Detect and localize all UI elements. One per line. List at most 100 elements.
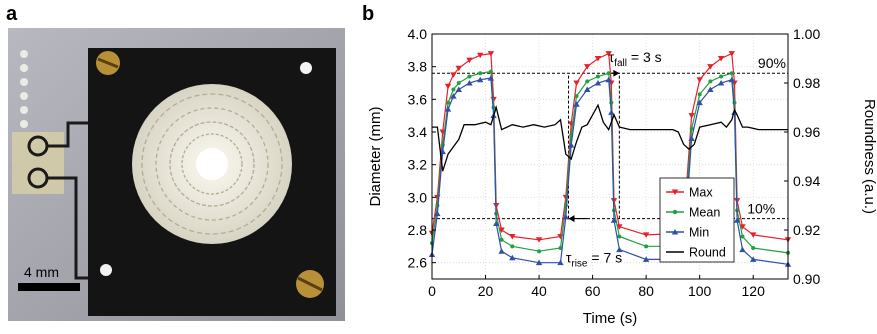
- x-tick-label: 120: [742, 283, 766, 299]
- point-min: [594, 80, 602, 86]
- threshold-label: 10%: [747, 201, 775, 217]
- point-min: [567, 142, 575, 148]
- point-max: [455, 65, 462, 72]
- point-min: [750, 256, 757, 262]
- point-min: [739, 246, 746, 253]
- legend: Max Mean Min Round: [659, 177, 735, 263]
- point-mean: [574, 94, 579, 99]
- point-min: [696, 99, 703, 106]
- point-mean: [558, 245, 563, 250]
- legend-label-min: Min: [689, 226, 709, 240]
- point-min: [535, 259, 543, 266]
- point-max: [498, 227, 505, 233]
- x-tick-label: 100: [688, 283, 712, 299]
- y-right-tick-label: 0.90: [793, 271, 820, 287]
- point-mean: [451, 87, 456, 92]
- y-left-tick-label: 4.0: [408, 26, 428, 42]
- x-tick-label: 0: [428, 283, 436, 299]
- y-right-tick-label: 0.94: [793, 173, 820, 189]
- brass-screw-bottom: [296, 270, 324, 298]
- y-left-tick-label: 2.8: [408, 222, 428, 238]
- point-mean: [488, 69, 493, 74]
- y-left-tick-label: 3.0: [408, 189, 428, 205]
- point-mean: [751, 245, 756, 250]
- point-min: [608, 109, 615, 115]
- point-mean: [499, 237, 504, 242]
- point-mean: [510, 244, 515, 249]
- point-min: [444, 106, 452, 112]
- tick-labels: 0 20 40 60 80 100 120 2.6 2.8 3.0 3.2 3.4 3.6 3.8 4.0 0…: [408, 26, 821, 299]
- y-left-tick-label: 2.6: [408, 255, 428, 271]
- annotation-labels: 90% 10% τfall = 3 s τrise = 7 s: [566, 49, 786, 270]
- point-min: [707, 86, 714, 93]
- point-mean: [467, 74, 472, 79]
- plot-frame: [431, 33, 789, 280]
- point-mean: [585, 79, 590, 84]
- y-axis-right-label: Roundness (a.u.): [861, 99, 877, 214]
- x-axis-label: Time (s): [583, 310, 637, 327]
- y-left-tick-label: 3.6: [408, 91, 428, 107]
- point-max: [444, 83, 452, 90]
- point-mean: [689, 126, 694, 131]
- center-hole: [196, 148, 228, 180]
- y-right-tick-label: 0.92: [793, 222, 820, 238]
- point-mean: [606, 71, 611, 76]
- point-min: [498, 248, 505, 254]
- point-mean: [740, 234, 745, 239]
- point-min: [584, 86, 591, 93]
- connector-pad: [12, 132, 64, 194]
- y-left-tick-label: 3.2: [408, 157, 428, 173]
- point-max: [688, 113, 695, 119]
- edge-beads: [20, 50, 28, 128]
- point-mean: [719, 74, 724, 79]
- point-min: [466, 80, 473, 86]
- x-tick-label: 40: [531, 283, 547, 299]
- point-max: [594, 56, 602, 62]
- point-max: [450, 72, 457, 78]
- point-min: [717, 80, 725, 86]
- point-mean: [446, 100, 451, 105]
- arrow-head: [613, 69, 620, 77]
- point-max: [466, 57, 473, 64]
- series-round: [432, 103, 788, 172]
- point-min: [573, 101, 580, 107]
- legend-marker-min: [671, 229, 679, 235]
- point-max: [605, 51, 612, 57]
- legend-marker-mean: [672, 209, 678, 215]
- point-max: [696, 77, 703, 83]
- point-min: [733, 217, 741, 223]
- serpentine-electrodes: [141, 93, 283, 235]
- y-right-tick-label: 0.96: [793, 124, 820, 140]
- point-mean: [456, 81, 461, 85]
- legend-label-mean: Mean: [689, 206, 720, 220]
- point-max: [584, 64, 591, 70]
- point-max: [573, 80, 580, 86]
- device-photo: 4 mm: [8, 28, 345, 321]
- point-min: [642, 256, 650, 262]
- point-min: [728, 76, 735, 83]
- tau-annotation: τfall = 3 s: [609, 49, 662, 69]
- point-max: [728, 51, 735, 57]
- legend-marker-max: [671, 189, 679, 195]
- point-min: [688, 135, 695, 142]
- point-min: [610, 217, 618, 223]
- point-max: [739, 224, 746, 230]
- scale-bar-label: 4 mm: [24, 264, 59, 280]
- point-mean: [617, 234, 622, 239]
- point-max: [750, 232, 757, 238]
- point-min: [450, 93, 457, 99]
- point-min: [562, 213, 570, 220]
- point-mean: [708, 79, 713, 84]
- point-min: [605, 76, 612, 83]
- point-max: [476, 52, 484, 59]
- x-tick-label: 20: [478, 283, 494, 299]
- threshold-label: 90%: [758, 55, 786, 71]
- arrow-head: [568, 215, 575, 223]
- point-min: [487, 75, 495, 81]
- point-min: [493, 220, 500, 226]
- y-left-tick-label: 3.4: [408, 124, 428, 140]
- point-max: [642, 232, 650, 238]
- point-min: [455, 86, 462, 93]
- legend-label-round: Round: [689, 246, 726, 260]
- panel-a-letter: a: [6, 3, 18, 25]
